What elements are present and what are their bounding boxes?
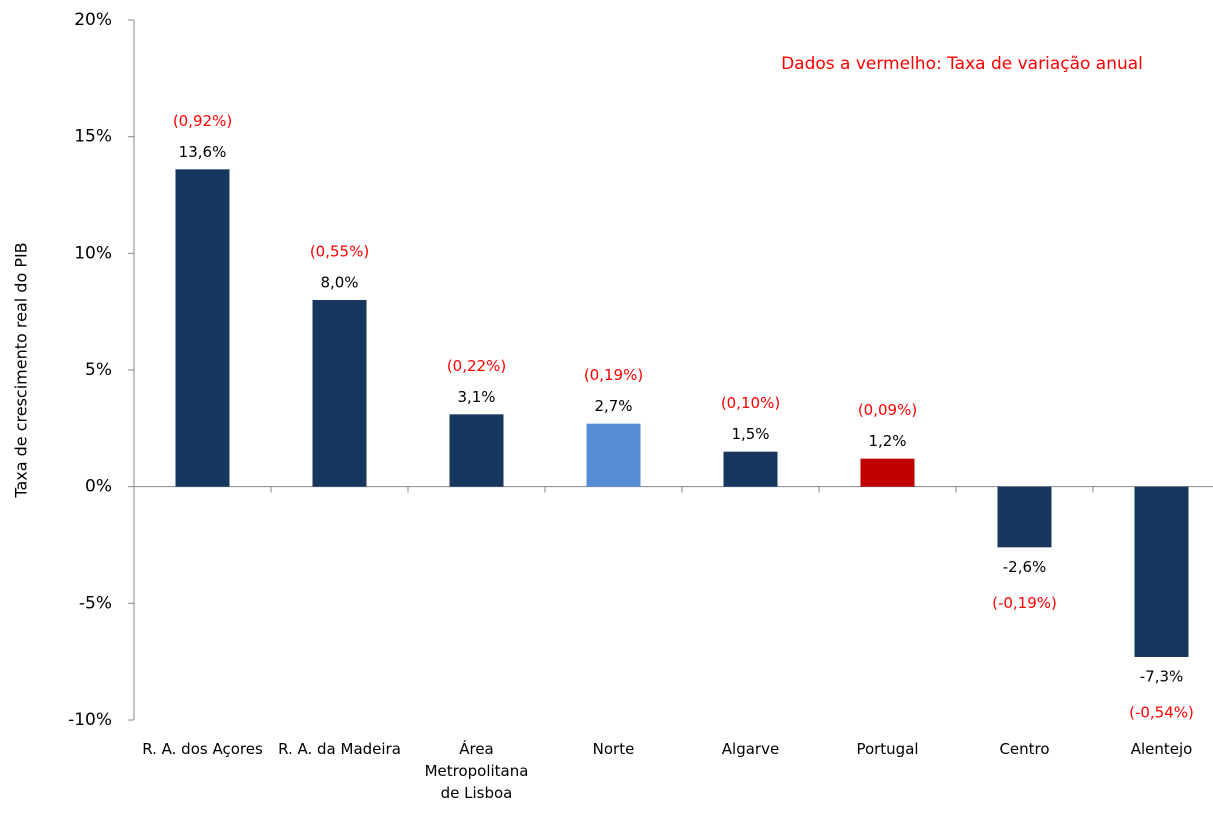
y-tick-label: 20% [74,10,112,30]
x-tick-label: R. A. da Madeira [278,740,401,758]
x-tick-label: Alentejo [1130,740,1193,758]
x-tick-label: Portugal [856,740,919,758]
bar [860,458,915,487]
bar [449,414,504,487]
bar [997,486,1052,548]
y-tick-label: 10% [74,243,112,263]
annual-change-label: (0,55%) [310,243,369,261]
value-label: 1,2% [868,432,906,450]
annual-change-label: (0,19%) [584,366,643,384]
y-tick-label: 0% [85,477,112,497]
annual-change-label: (0,09%) [858,401,917,419]
value-label: 1,5% [731,425,769,443]
y-tick-label: -10% [68,710,112,730]
bar [586,423,641,487]
bar [723,451,778,487]
value-label: -2,6% [1003,558,1047,576]
bar [312,300,367,487]
bar [175,169,230,487]
y-tick-label: 5% [85,360,112,380]
bar [1134,486,1189,657]
value-label: 3,1% [457,388,495,406]
value-label: 13,6% [179,143,227,161]
annual-change-label: (-0,19%) [992,594,1057,612]
value-label: -7,3% [1140,668,1184,686]
x-tick-label: Norte [592,740,635,758]
x-tick-label: Área Metropolitana de Lisboa [424,740,529,802]
annual-change-label: (0,22%) [447,357,506,375]
annual-change-label: (0,92%) [173,112,232,130]
x-tick-label: Centro [999,740,1050,758]
y-axis-title: Taxa de crescimento real do PIB [12,242,31,498]
value-label: 2,7% [594,397,632,415]
annual-change-label: (0,10%) [721,394,780,412]
y-tick-label: 15% [74,127,112,147]
value-label: 8,0% [320,274,358,292]
annual-change-label: (-0,54%) [1129,704,1194,722]
annotation: Dados a vermelho: Taxa de variação anual [781,54,1143,74]
y-tick-label: -5% [79,593,112,613]
x-tick-label: Algarve [721,740,780,758]
x-tick-label: R. A. dos Açores [142,740,263,758]
